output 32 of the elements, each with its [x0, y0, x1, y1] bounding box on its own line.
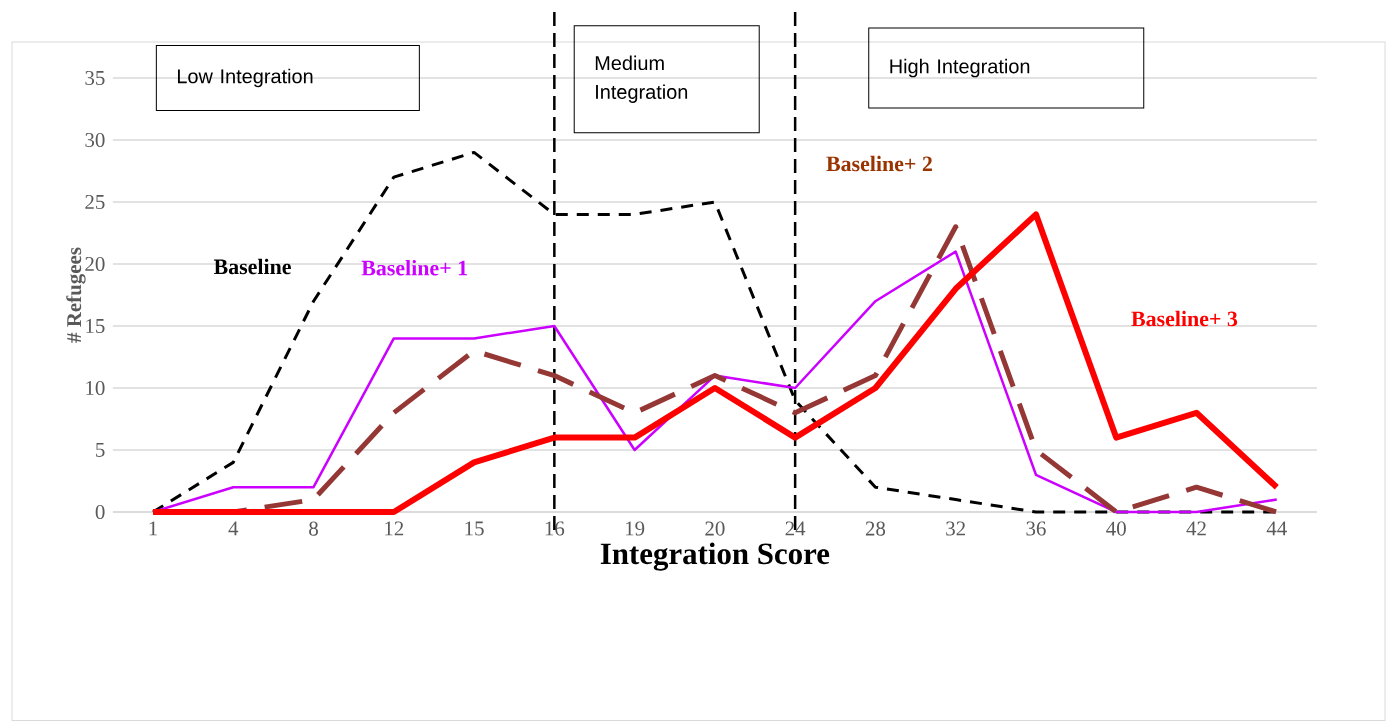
x-tick-label: 15 [465, 521, 484, 536]
x-tick-label: 40 [1106, 521, 1126, 536]
annotation: Medium Integration [595, 55, 688, 103]
series-label: Baseline [213, 258, 291, 275]
x-axis-title: Integration Score [600, 542, 830, 571]
text: Baseline+ 1 [361, 260, 467, 276]
x-tick-label: 42 [1186, 521, 1206, 536]
x-tick-label: 8 [309, 521, 318, 536]
y-tick-label: 30 [85, 132, 105, 148]
x-tick-label: 1 [149, 521, 157, 536]
x-tick-label: 19 [625, 521, 645, 536]
y-tick-label: 0 [95, 504, 105, 520]
y-tick-label: 25 [85, 194, 105, 210]
y-tick-label: 35 [85, 70, 105, 86]
annotation: Low Integration [177, 68, 313, 88]
x-tick-label: 36 [1026, 521, 1046, 536]
y-tick-label: 5 [96, 443, 105, 457]
x-tick-label: 4 [228, 521, 239, 536]
x-tick-label: 16 [545, 521, 565, 536]
text: Baseline+ 2 [826, 155, 932, 172]
y-tick-label: 20 [85, 256, 105, 272]
x-tick-label: 12 [385, 521, 404, 536]
text: Baseline+ 3 [1131, 310, 1238, 327]
x-tick-label: 32 [946, 521, 965, 536]
x-tick-label: 20 [705, 521, 725, 536]
y-tick-label: 15 [86, 318, 105, 333]
y-tick-label: 10 [86, 380, 105, 396]
x-tick-label: 44 [1266, 521, 1287, 536]
text: High Integration [890, 58, 1030, 78]
x-tick-label: 24 [785, 521, 806, 536]
x-tick-label: 28 [865, 521, 886, 536]
y-axis-title: # Refugees [66, 247, 86, 343]
